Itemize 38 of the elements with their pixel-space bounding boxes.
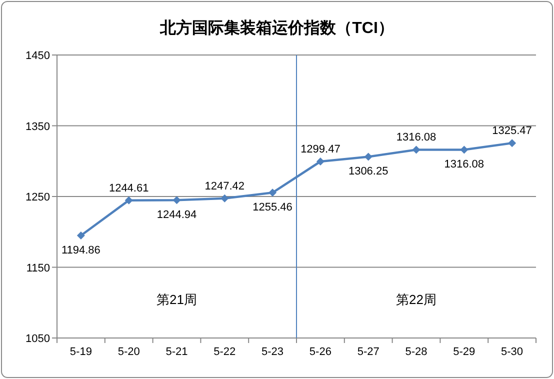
x-tick-label: 5-30 (501, 346, 524, 358)
data-label: 1194.86 (61, 244, 100, 257)
data-label: 1306.25 (348, 166, 388, 178)
chart-title: 北方国际集装箱运价指数（TCI） (159, 18, 394, 37)
y-tick-label: 1150 (26, 262, 50, 274)
data-label: 1255.46 (252, 202, 292, 214)
data-label: 1244.61 (108, 182, 149, 194)
x-tick-label: 5-19 (70, 346, 92, 358)
data-label: 1247.42 (204, 180, 245, 192)
data-label: 1316.08 (396, 132, 436, 144)
data-label: 1299.47 (300, 144, 340, 156)
point (124, 196, 133, 204)
point (412, 146, 420, 154)
x-tick-label: 5-29 (453, 346, 476, 358)
point (316, 158, 324, 166)
x-tick-label: 5-26 (309, 346, 332, 358)
x-tick-label: 5-28 (405, 346, 428, 358)
point (364, 152, 372, 161)
y-tick-label: 1350 (26, 120, 50, 133)
point (76, 232, 85, 240)
annotation: 第22周 (396, 292, 436, 308)
data-label: 1325.47 (492, 125, 532, 138)
point (508, 139, 516, 148)
y-tick-label: 1450 (26, 50, 50, 62)
point (172, 196, 181, 204)
x-tick-label: 5-27 (357, 346, 380, 358)
x-tick-label: 5-22 (214, 346, 236, 358)
data-label: 1316.08 (444, 158, 484, 171)
y-tick-label: 1050 (26, 333, 50, 345)
annotation: 第21周 (156, 292, 197, 308)
point (268, 188, 277, 197)
x-tick-label: 5-20 (118, 346, 140, 358)
point (220, 194, 229, 202)
x-tick-label: 5-23 (262, 346, 284, 358)
data-label: 1244.94 (156, 209, 197, 222)
x-tick-label: 5-21 (166, 346, 188, 358)
y-tick-label: 1250 (26, 192, 50, 204)
point (460, 146, 468, 154)
